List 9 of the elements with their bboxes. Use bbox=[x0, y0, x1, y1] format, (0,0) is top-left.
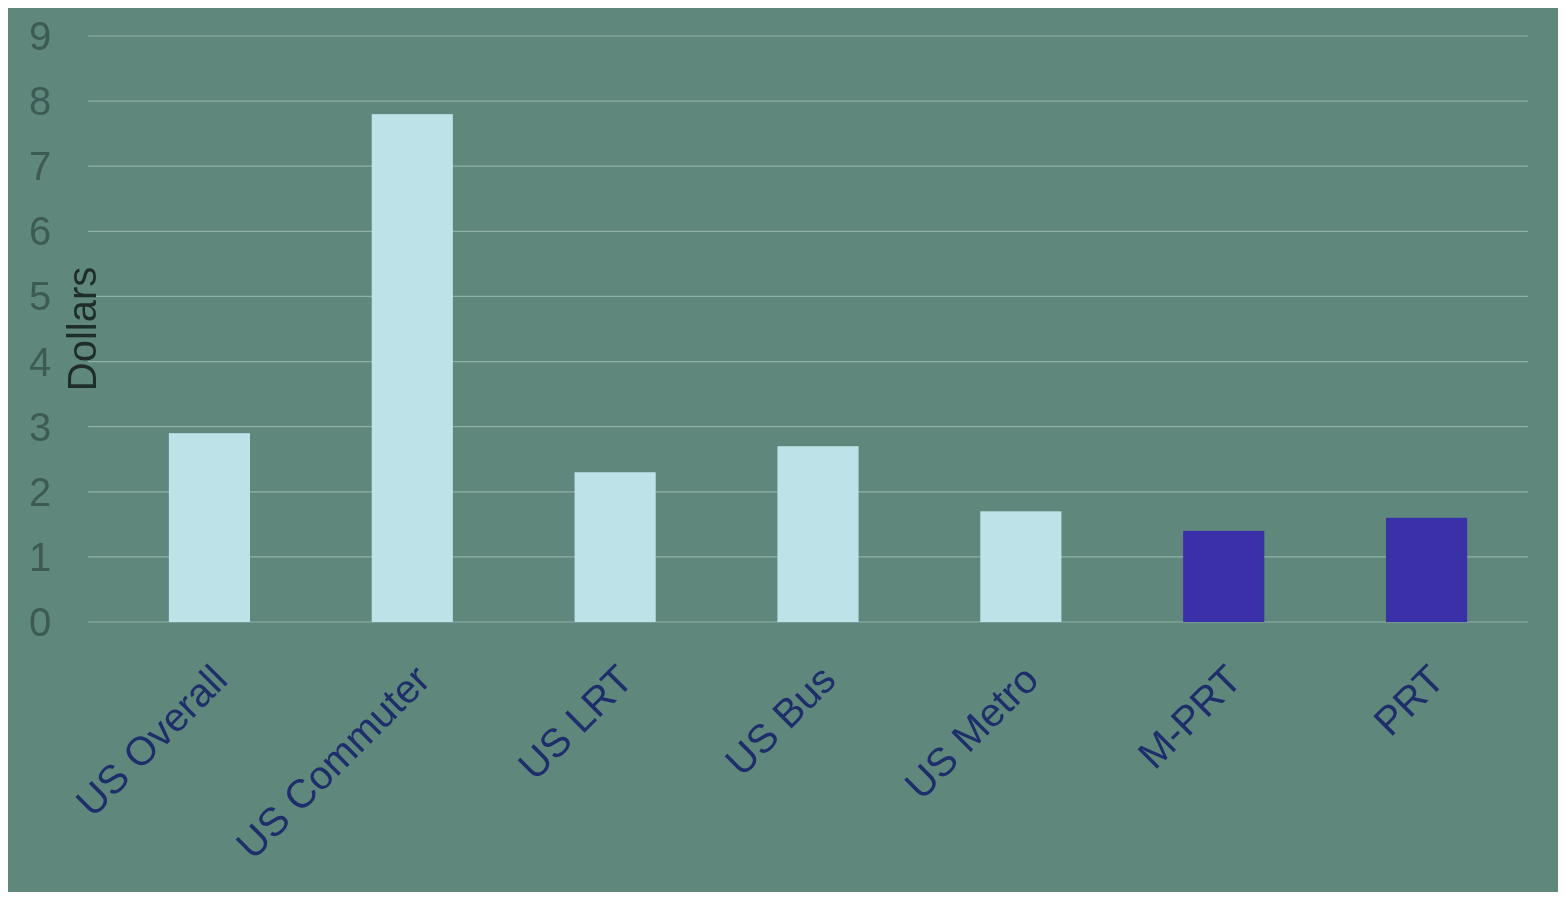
x-tick-label: US Bus bbox=[716, 656, 844, 784]
bar bbox=[1183, 530, 1265, 622]
bar bbox=[574, 472, 656, 622]
bar bbox=[980, 511, 1062, 622]
bar bbox=[1386, 517, 1468, 622]
bar bbox=[371, 114, 453, 622]
y-axis-title: Dollars bbox=[60, 266, 104, 392]
bar bbox=[168, 433, 250, 622]
bar bbox=[777, 446, 859, 622]
